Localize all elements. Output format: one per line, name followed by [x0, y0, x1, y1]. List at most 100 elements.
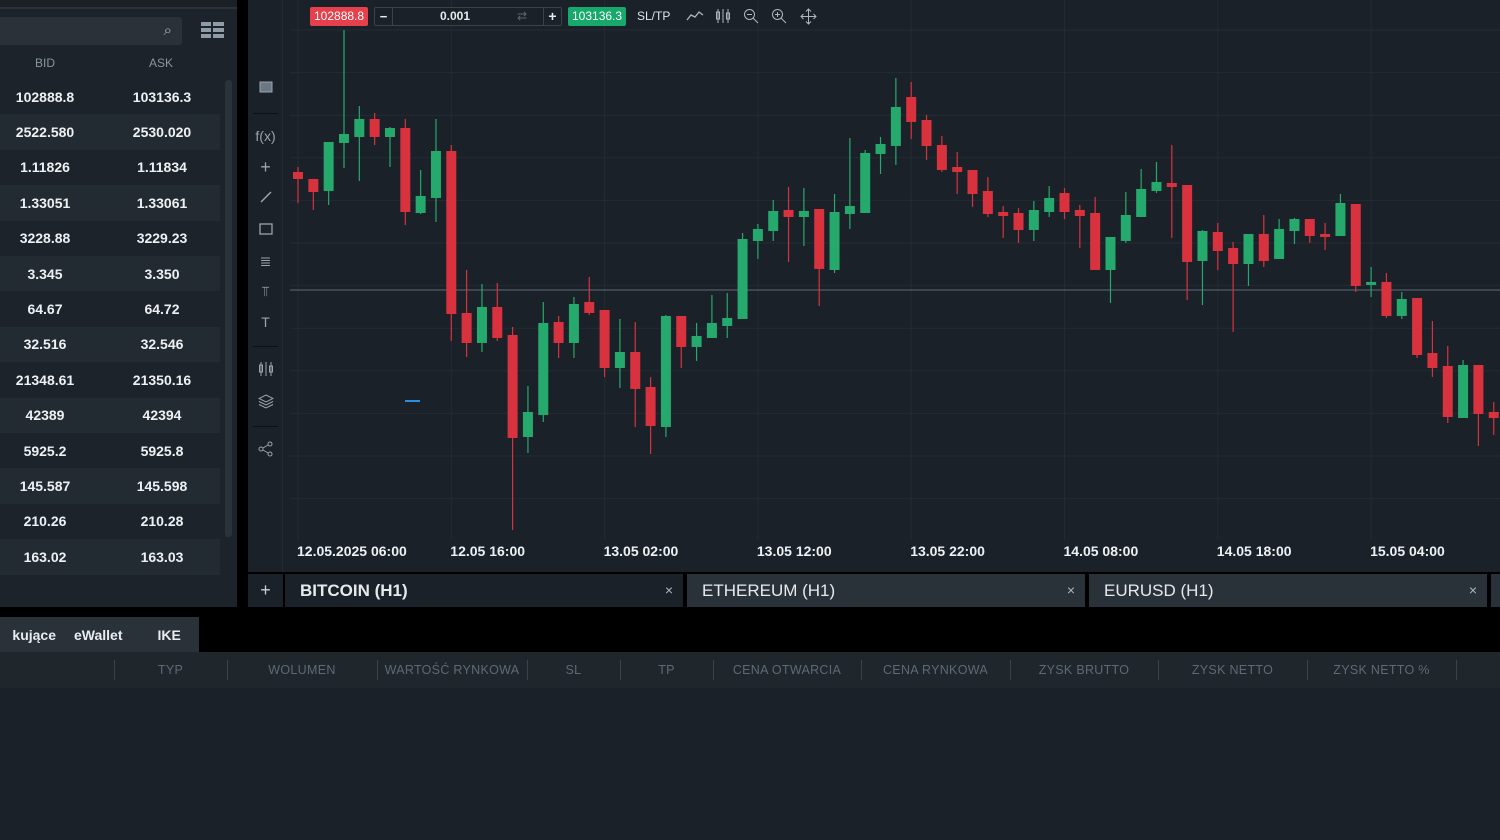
candle-type-icon[interactable] — [715, 8, 731, 29]
candle-bearish[interactable] — [645, 376, 656, 454]
add-chart-tab-button[interactable]: + — [248, 574, 283, 607]
tab-overflow[interactable] — [1491, 574, 1500, 607]
candle-bullish[interactable] — [706, 294, 717, 338]
candle-bearish[interactable] — [584, 276, 595, 315]
candle-bearish[interactable] — [1166, 144, 1177, 238]
search-input[interactable]: ⌕ — [0, 17, 182, 45]
candle-bearish[interactable] — [1442, 345, 1453, 423]
tab-ewallet[interactable]: eWallet — [74, 626, 123, 643]
candle-bearish[interactable] — [507, 326, 518, 530]
close-tab-icon[interactable]: × — [1066, 582, 1075, 598]
column-header[interactable]: WOLUMEN — [268, 663, 336, 677]
chart-type-candles-icon[interactable] — [248, 361, 283, 380]
candle-bearish[interactable] — [998, 205, 1009, 238]
ask-column-header[interactable]: ASK — [148, 56, 173, 70]
candle-bullish[interactable] — [1458, 359, 1469, 418]
candle-bullish[interactable] — [1136, 168, 1147, 217]
candle-bullish[interactable] — [722, 292, 733, 338]
bid-column-header[interactable]: BID — [34, 56, 55, 70]
column-header[interactable]: TP — [658, 663, 675, 677]
candle-bullish[interactable] — [430, 118, 441, 222]
candle-bullish[interactable] — [1366, 266, 1377, 297]
candle-bullish[interactable] — [476, 283, 487, 352]
candle-bearish[interactable] — [492, 282, 503, 341]
candle-bearish[interactable] — [1228, 241, 1239, 332]
candle-bullish[interactable] — [860, 149, 871, 213]
candle-bearish[interactable] — [446, 144, 457, 341]
watchlist-row[interactable]: 3228.88 3229.23 — [0, 221, 220, 256]
candle-bearish[interactable] — [400, 118, 411, 225]
column-header[interactable]: ZYSK BRUTTO — [1038, 663, 1130, 677]
candle-bearish[interactable] — [293, 166, 303, 203]
close-tab-icon[interactable]: × — [664, 582, 673, 598]
watchlist-row[interactable]: 163.02 163.03 — [0, 539, 220, 575]
candle-bullish[interactable] — [1151, 161, 1162, 193]
candle-bearish[interactable] — [921, 114, 932, 160]
watchlist-row[interactable]: 3.345 3.350 — [0, 256, 220, 292]
window-icon[interactable] — [248, 80, 283, 96]
candle-bullish[interactable] — [768, 199, 779, 241]
share-icon[interactable] — [248, 441, 283, 460]
layers-icon[interactable] — [248, 393, 283, 412]
candle-bearish[interactable] — [1350, 203, 1361, 292]
candle-bearish[interactable] — [967, 169, 978, 207]
candle-bullish[interactable] — [890, 77, 901, 165]
candle-bearish[interactable] — [599, 309, 610, 377]
candle-bullish[interactable] — [1243, 233, 1254, 286]
watchlist-row[interactable]: 42389 42394 — [0, 397, 220, 433]
increase-quantity-button[interactable]: + — [543, 8, 561, 25]
watchlist-row[interactable]: 102888.8 103136.3 — [0, 79, 220, 114]
watchlist-row[interactable]: 32.516 32.546 — [0, 326, 220, 363]
candle-bullish[interactable] — [1335, 193, 1346, 236]
tab-ethereum[interactable]: ETHEREUM (H1) × — [687, 574, 1085, 607]
chart-area[interactable]: 12.05.2025 06:00 12.05 16:00 13.05 02:00 13… — [248, 0, 1500, 572]
candle-bullish[interactable] — [798, 187, 809, 246]
crosshair-plus-icon[interactable]: + — [260, 157, 271, 177]
candle-bearish[interactable] — [1074, 204, 1085, 248]
candle-bullish[interactable] — [752, 223, 763, 259]
buy-button[interactable]: 103136.3 — [568, 7, 627, 26]
text-tool-icon[interactable]: T — [261, 314, 270, 330]
candle-bearish[interactable] — [952, 151, 963, 194]
candle-bearish[interactable] — [1320, 222, 1331, 250]
watchlist-row[interactable]: 5925.2 5925.8 — [0, 433, 220, 468]
candle-bullish[interactable] — [323, 141, 334, 205]
quantity-input[interactable]: 0.001 — [439, 9, 471, 23]
candle-bullish[interactable] — [384, 126, 395, 167]
candle-bearish[interactable] — [1412, 297, 1423, 358]
trend-line-icon[interactable] — [248, 190, 283, 207]
candle-bearish[interactable] — [982, 176, 993, 217]
fibonacci-icon[interactable]: ≣ — [259, 253, 272, 269]
swap-icon[interactable]: ⇄ — [517, 9, 528, 23]
column-header[interactable]: CENA RYNKOWA — [882, 663, 988, 677]
watchlist-scrollbar[interactable] — [225, 80, 232, 537]
candle-bearish[interactable] — [1473, 364, 1484, 446]
candle-bullish[interactable] — [1028, 200, 1039, 241]
pitchfork-icon[interactable]: ⫪ — [261, 283, 270, 299]
zoom-out-icon[interactable] — [743, 8, 759, 29]
sell-button[interactable]: 102888.8 — [310, 7, 369, 26]
watchlist-row[interactable]: 2522.580 2530.020 — [0, 114, 220, 150]
candle-bearish[interactable] — [308, 178, 319, 210]
watchlist-row[interactable]: 145.587 145.598 — [0, 468, 220, 504]
candle-bearish[interactable] — [1090, 196, 1101, 270]
candle-bearish[interactable] — [369, 112, 380, 145]
grid-view-icon[interactable] — [201, 22, 224, 39]
candle-bearish[interactable] — [783, 186, 794, 262]
candle-bearish[interactable] — [1381, 272, 1392, 318]
column-header[interactable]: CENA OTWARCIA — [732, 663, 842, 677]
candle-bearish[interactable] — [1258, 214, 1269, 267]
candle-bullish[interactable] — [829, 193, 840, 273]
candle-bullish[interactable] — [538, 301, 549, 422]
search-icon[interactable]: ⌕ — [163, 22, 172, 39]
decrease-quantity-button[interactable]: − — [375, 8, 393, 25]
watchlist-row[interactable]: 1.33051 1.33061 — [0, 185, 220, 221]
column-header[interactable]: ZYSK NETTO % — [1333, 663, 1430, 677]
sl-tp-button[interactable]: SL/TP — [637, 9, 671, 23]
column-header[interactable]: ZYSK NETTO — [1191, 663, 1274, 677]
candle-bullish[interactable] — [1289, 217, 1300, 244]
watchlist-row[interactable]: 1.11826 1.11834 — [0, 150, 220, 185]
candle-bearish[interactable] — [936, 135, 947, 172]
candle-bearish[interactable] — [1182, 184, 1193, 300]
candle-bearish[interactable] — [1059, 187, 1070, 219]
